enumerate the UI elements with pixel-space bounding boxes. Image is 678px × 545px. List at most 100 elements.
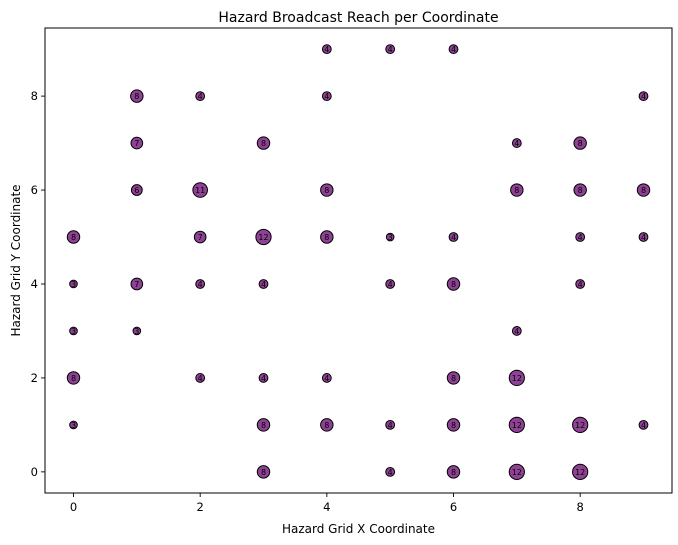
x-tick-label: 4: [323, 500, 330, 514]
point-value-label: 8: [71, 374, 76, 383]
point-value-label: 4: [641, 92, 646, 101]
point-value-label: 4: [324, 92, 329, 101]
x-tick-label: 6: [450, 500, 457, 514]
scatter-point: [195, 373, 206, 383]
point-value-label: 7: [198, 233, 203, 242]
point-value-label: 3: [71, 280, 76, 289]
point-value-label: 3: [71, 421, 76, 430]
scatter-point: [192, 182, 208, 198]
scatter-point: [320, 418, 334, 432]
point-value-label: 8: [641, 186, 646, 195]
scatter-point: [321, 91, 332, 102]
scatter-point: [69, 279, 78, 289]
point-value-label: 8: [324, 233, 329, 242]
scatter-point: [508, 369, 525, 387]
point-value-label: 12: [575, 421, 585, 430]
scatter-point: [448, 44, 459, 55]
scatter-point: [573, 183, 587, 197]
scatter-point: [508, 416, 525, 434]
point-value-label: 6: [134, 186, 139, 195]
scatter-point: [258, 373, 269, 383]
point-value-label: 7: [134, 280, 139, 289]
y-tick-label: 4: [31, 277, 38, 291]
point-value-label: 4: [514, 327, 519, 336]
point-value-label: 8: [71, 233, 76, 242]
scatter-point: [511, 138, 522, 148]
scatter-point: [385, 466, 396, 477]
scatter-point: [256, 465, 271, 479]
point-value-label: 4: [388, 280, 393, 289]
chart-title: Hazard Broadcast Reach per Coordinate: [218, 10, 498, 26]
point-value-label: 4: [198, 92, 203, 101]
scatter-point: [130, 89, 144, 103]
scatter-point: [575, 279, 586, 289]
point-value-label: 8: [451, 421, 456, 430]
scatter-point: [446, 277, 461, 291]
point-value-label: 8: [451, 468, 456, 477]
point-value-label: 4: [578, 280, 583, 289]
scatter-point: [130, 277, 144, 291]
scatter-point: [193, 230, 207, 244]
scatter-point: [573, 136, 587, 150]
y-tick-label: 6: [31, 183, 38, 197]
scatter-point: [256, 418, 271, 432]
scatter-point: [195, 279, 206, 289]
scatter-point: [320, 183, 334, 197]
point-value-label: 4: [198, 374, 203, 383]
axis-ticks: 0 2 4 6 8 0 2 4 6 8: [31, 89, 584, 514]
scatter-point: [255, 228, 272, 246]
scatter-point: [638, 91, 649, 102]
scatter-point: [508, 463, 525, 480]
point-value-label: 8: [451, 374, 456, 383]
point-value-label: 8: [134, 92, 139, 101]
point-value-label: 4: [514, 139, 519, 148]
scatter-point: [66, 371, 81, 385]
scatter-point: [638, 232, 649, 242]
point-value-label: 12: [512, 374, 522, 383]
scatter-point: [195, 91, 206, 102]
point-value-label: 4: [388, 45, 393, 54]
scatter-point: [446, 465, 461, 479]
point-value-label: 8: [324, 421, 329, 430]
scatter-point: [448, 232, 459, 242]
x-tick-label: 8: [577, 500, 584, 514]
point-value-label: 8: [261, 468, 266, 477]
point-value-label: 4: [324, 45, 329, 54]
point-value-label: 4: [324, 374, 329, 383]
x-tick-label: 2: [197, 500, 204, 514]
scatter-point: [132, 326, 142, 336]
scatter-point: [258, 279, 269, 289]
x-axis-label: Hazard Grid X Coordinate: [282, 522, 435, 536]
scatter-point: [130, 184, 143, 196]
point-value-label: 7: [134, 139, 139, 148]
point-value-label: 3: [134, 327, 139, 336]
scatter-point: [638, 419, 649, 430]
point-value-label: 12: [512, 421, 522, 430]
point-value-label: 11: [195, 186, 205, 195]
point-value-label: 12: [258, 233, 268, 242]
point-value-label: 3: [71, 327, 76, 336]
point-value-label: 4: [578, 233, 583, 242]
point-value-label: 8: [451, 280, 456, 289]
y-axis-label: Hazard Grid Y Coordinate: [9, 184, 23, 336]
data-points: 4 4 4 8 4 4 4 7 8 4 8 6 11 8 8 8 8 8 7 12 8 3 4 4 4 3 7 4 4 4 8 4 3 3 4 8 4 4…: [66, 44, 651, 480]
point-value-label: 8: [578, 186, 583, 195]
point-value-label: 4: [261, 374, 266, 383]
x-tick-label: 0: [70, 500, 77, 514]
point-value-label: 4: [261, 280, 266, 289]
point-value-label: 8: [514, 186, 519, 195]
scatter-point: [575, 232, 586, 242]
y-tick-label: 2: [31, 371, 38, 385]
point-value-label: 4: [641, 233, 646, 242]
scatter-point: [321, 373, 332, 383]
scatter-point: [572, 416, 589, 434]
scatter-point: [385, 44, 396, 55]
scatter-point: [385, 279, 396, 289]
scatter-point: [511, 326, 522, 336]
scatter-point: [66, 230, 81, 244]
point-value-label: 4: [388, 468, 393, 477]
point-value-label: 8: [324, 186, 329, 195]
point-value-label: 4: [451, 45, 456, 54]
